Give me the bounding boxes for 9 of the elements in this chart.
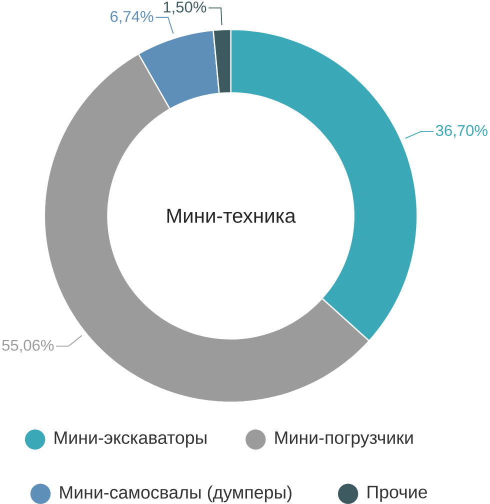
data-label: 1,50% — [164, 2, 206, 14]
legend-label: Мини-самосвалы (думперы) — [60, 486, 292, 502]
data-label: 6,74% — [110, 10, 154, 24]
legend-label: Мини-экскаваторы — [54, 432, 207, 448]
data-label: 36,70% — [436, 125, 488, 138]
legend-label: Мини-погрузчики — [276, 432, 413, 448]
text: Мини-техника — [168, 208, 296, 223]
legend-label: Прочие — [368, 486, 428, 502]
data-label: 55,06% — [2, 340, 54, 353]
